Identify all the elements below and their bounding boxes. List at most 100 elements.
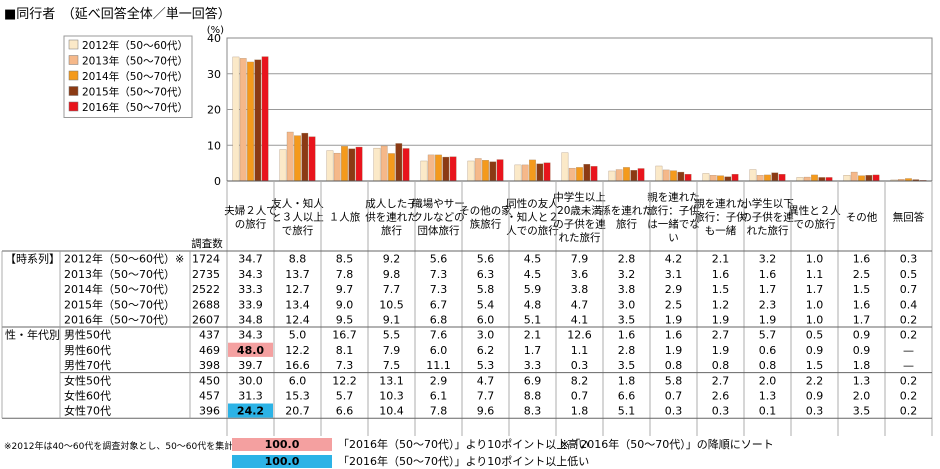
table-cell: 12.2 [285, 344, 310, 357]
row-label: 男性70代 [64, 358, 111, 372]
table-cell: 9.0 [336, 298, 354, 311]
column-header: 成人した子供を連れた旅行 [365, 198, 418, 237]
table-cell: 2.7 [712, 374, 730, 387]
table-cell: 9.6 [477, 405, 495, 418]
table-cell: 5.1 [618, 405, 636, 418]
table-cell: 10.5 [379, 298, 404, 311]
table-cell: 4.1 [571, 314, 589, 327]
table-cell: 1.5 [806, 359, 824, 372]
table-cell: 2.8 [618, 344, 636, 357]
table-cell: 1.7 [806, 283, 824, 296]
table-cell: 0.9 [806, 390, 824, 403]
table-cell: 34.3 [238, 329, 263, 342]
column-header-line: 友人・知人 [271, 197, 324, 210]
row-n: 1724 [192, 253, 220, 266]
legend-label: 2016年（50～70代） [82, 101, 188, 114]
legend-label: 2012年（50～60代） [82, 39, 188, 52]
table-cell: 3.2 [759, 253, 777, 266]
table-cell: 11.1 [426, 359, 451, 372]
table-cell: 0.8 [712, 359, 730, 372]
y-tick-label: 40 [207, 32, 221, 45]
table-cell: 6.2 [477, 344, 495, 357]
table-cell: 1.7 [524, 344, 542, 357]
table-cell: 0.3 [806, 405, 824, 418]
table-cell: 1.8 [571, 405, 589, 418]
table-cell: 0.3 [712, 405, 730, 418]
table-cell: 8.8 [289, 253, 307, 266]
table-cell: 2.9 [665, 283, 683, 296]
column-header-line: と３人以上 [271, 212, 324, 224]
table-cell: 1.9 [712, 314, 730, 327]
column-header: 親を連れた旅行：子供も一緒 [694, 197, 747, 237]
table-cell: 1.1 [571, 344, 589, 357]
table-cell: 12.4 [285, 314, 310, 327]
column-header-line: 小学生以下 [741, 197, 794, 210]
table-cell: 2.1 [524, 329, 542, 342]
table-cell: 0.9 [853, 329, 871, 342]
table-cell: 3.2 [618, 268, 636, 281]
table-cell: 1.7 [853, 314, 871, 327]
column-header-line: は一緒でな [647, 217, 700, 230]
footnote: ※2012年は40～60代を調査対象とし、50～60代を集計している [4, 442, 269, 452]
column-header-line: の子供を連 [741, 211, 794, 224]
table-cell: 0.7 [665, 390, 683, 403]
table-cell: 3.8 [571, 283, 589, 296]
highlight-swatch-low: 100.0 [232, 455, 332, 468]
column-header-line: での旅行 [794, 217, 836, 230]
table-cell: 10.3 [379, 390, 404, 403]
chart-gridlines [226, 37, 933, 182]
column-header: 同性の友人・知人と２人での旅行 [506, 197, 559, 237]
column-header: その他 [846, 211, 878, 224]
column-header-line: その他 [846, 211, 878, 224]
legend-box [63, 35, 193, 118]
row-label: 女性70代 [64, 404, 111, 418]
table-cell: 12.7 [285, 283, 310, 296]
table-cell: 1.6 [759, 268, 777, 281]
column-header: 中学生以上 20歳未満の子供を連れた旅行 [553, 190, 606, 244]
table-cell: 8.1 [336, 344, 354, 357]
table-cell: 7.3 [430, 283, 448, 296]
table-cell: 4.7 [571, 298, 589, 311]
column-header: 職場やサークルなどの団体旅行 [412, 197, 465, 237]
column-header-line: 中学生以上 [553, 190, 606, 203]
table-cell: 34.8 [238, 314, 263, 327]
table-cell: 6.8 [430, 314, 448, 327]
data-table: 夫婦２人での旅行友人・知人と３人以上で旅行１人旅成人した子供を連れた旅行職場やサ… [1, 182, 933, 436]
column-header-line: 職場やサー [412, 197, 465, 210]
row-label: 2012年（50～60代）※ [64, 252, 184, 266]
table-cell: 0.5 [806, 329, 824, 342]
table-cell: 2.8 [618, 253, 636, 266]
table-cell: 33.9 [238, 298, 263, 311]
table-cell: 4.2 [665, 253, 683, 266]
table-cell: 5.7 [336, 390, 354, 403]
table-cell: 3.8 [618, 283, 636, 296]
table-cell: 9.7 [336, 283, 354, 296]
column-header-line: 族旅行 [470, 217, 502, 230]
table-cell: 6.0 [289, 374, 307, 387]
table-cell: 1.9 [665, 344, 683, 357]
table-cell: 7.6 [430, 329, 448, 342]
table-cell: 6.0 [477, 314, 495, 327]
column-header-line: 供を連れた [365, 211, 418, 224]
row-label: 2013年（50～70代） [64, 267, 175, 281]
table-cell: 1.6 [853, 253, 871, 266]
table-cell: 0.3 [900, 253, 918, 266]
column-header-line: その他の家 [459, 204, 512, 217]
table-cell: 6.6 [336, 405, 354, 418]
group-label: 性・年代別 [5, 328, 60, 342]
table-cell: 2.1 [712, 253, 730, 266]
table-cell: 6.9 [524, 374, 542, 387]
column-header: １人旅 [329, 211, 361, 224]
table-cell: 9.5 [336, 314, 354, 327]
table-cell: 1.8 [618, 374, 636, 387]
table-cell: 1.3 [759, 390, 777, 403]
row-label: 2016年（50～70代） [64, 313, 175, 327]
column-header-line: 親を連れた [694, 197, 747, 210]
column-header-line: 親を連れた [647, 190, 700, 203]
table-cell: 0.4 [900, 298, 918, 311]
y-unit-label: (%) [207, 25, 224, 36]
table-cell: 7.8 [430, 405, 448, 418]
table-cell: 1.5 [853, 283, 871, 296]
table-cell: 3.0 [618, 298, 636, 311]
column-header-line: の子供を連 [553, 217, 606, 230]
